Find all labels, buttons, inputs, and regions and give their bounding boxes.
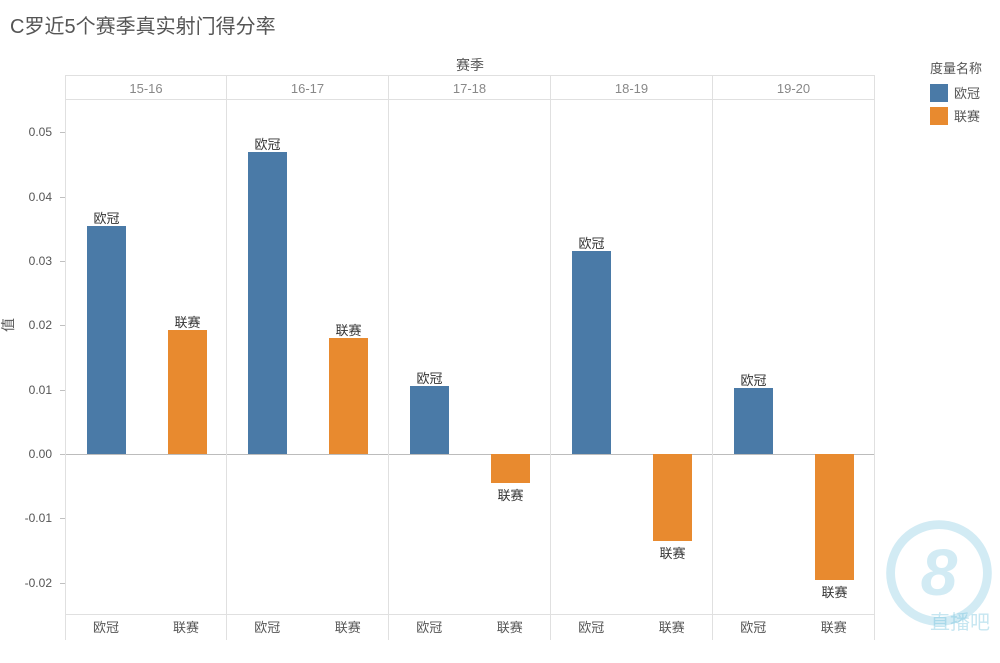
bar-label: 欧冠 xyxy=(724,370,784,389)
x-tick-label: 欧冠 xyxy=(713,615,794,640)
legend-swatch xyxy=(930,84,948,102)
bar xyxy=(815,454,854,580)
bar xyxy=(168,330,207,454)
bar xyxy=(572,251,611,454)
legend-swatch xyxy=(930,107,948,125)
legend-item: 联赛 xyxy=(930,106,982,125)
y-tick-label: 0.00 xyxy=(2,447,52,461)
y-axis: -0.02 -0.01 0.00 0.01 0.02 0.03 0.04 0.05 xyxy=(0,100,60,615)
zero-line xyxy=(227,454,388,455)
panel-body: 欧冠联赛 xyxy=(66,100,226,615)
facet-panel: 19-20欧冠联赛欧冠联赛 xyxy=(713,75,875,640)
panel-header: 19-20 xyxy=(713,75,874,100)
y-tick-label: 0.03 xyxy=(2,254,52,268)
panel-body: 欧冠联赛 xyxy=(389,100,550,615)
bar-label: 欧冠 xyxy=(238,134,298,153)
y-tick-label: 0.04 xyxy=(2,190,52,204)
bar xyxy=(410,386,449,454)
y-tick-mark xyxy=(60,390,65,391)
x-tick-label: 联赛 xyxy=(146,615,226,640)
y-tick-mark xyxy=(60,197,65,198)
panel-header: 16-17 xyxy=(227,75,388,100)
y-tick-mark xyxy=(60,583,65,584)
y-tick-label: 0.02 xyxy=(2,318,52,332)
zero-line xyxy=(66,454,226,455)
legend-title: 度量名称 xyxy=(930,58,982,77)
y-tick-mark xyxy=(60,132,65,133)
y-tick-label: 0.05 xyxy=(2,125,52,139)
panel-header: 15-16 xyxy=(66,75,226,100)
bar-label: 欧冠 xyxy=(400,368,460,387)
y-tick-mark xyxy=(60,261,65,262)
panel-footer: 欧冠联赛 xyxy=(551,615,712,640)
bar-label: 欧冠 xyxy=(562,233,622,252)
bar-label: 联赛 xyxy=(158,312,218,331)
bar-label: 联赛 xyxy=(805,582,865,601)
y-tick-mark xyxy=(60,518,65,519)
watermark-text: 直播吧 xyxy=(930,606,990,635)
bar xyxy=(734,388,773,454)
panel-footer: 欧冠联赛 xyxy=(227,615,388,640)
bar xyxy=(329,338,368,454)
x-tick-label: 联赛 xyxy=(308,615,389,640)
x-tick-label: 联赛 xyxy=(632,615,713,640)
panel-footer: 欧冠联赛 xyxy=(389,615,550,640)
plot-area: 15-16欧冠联赛欧冠联赛16-17欧冠联赛欧冠联赛17-18欧冠联赛欧冠联赛1… xyxy=(65,75,875,640)
y-tick-mark xyxy=(60,454,65,455)
bar-label: 联赛 xyxy=(319,320,379,339)
x-tick-label: 欧冠 xyxy=(551,615,632,640)
panel-body: 欧冠联赛 xyxy=(551,100,712,615)
panel-body: 欧冠联赛 xyxy=(227,100,388,615)
y-tick-label: 0.01 xyxy=(2,383,52,397)
x-tick-label: 欧冠 xyxy=(66,615,146,640)
chart-title: C罗近5个赛季真实射门得分率 xyxy=(10,10,276,39)
y-tick-label: -0.02 xyxy=(2,576,52,590)
facet-panel: 16-17欧冠联赛欧冠联赛 xyxy=(227,75,389,640)
panel-header: 18-19 xyxy=(551,75,712,100)
y-tick-label: -0.01 xyxy=(2,511,52,525)
bar-label: 联赛 xyxy=(481,485,541,504)
x-tick-label: 联赛 xyxy=(794,615,875,640)
legend-item: 欧冠 xyxy=(930,83,982,102)
bar-label: 欧冠 xyxy=(77,208,137,227)
panel-footer: 欧冠联赛 xyxy=(66,615,226,640)
svg-text:8: 8 xyxy=(921,535,958,609)
bar xyxy=(491,454,530,483)
panel-footer: 欧冠联赛 xyxy=(713,615,874,640)
bar-label: 联赛 xyxy=(643,543,703,562)
facet-axis-label: 赛季 xyxy=(65,55,875,75)
bar xyxy=(87,226,126,455)
panel-header: 17-18 xyxy=(389,75,550,100)
bar xyxy=(653,454,692,541)
legend: 度量名称 欧冠联赛 xyxy=(930,58,982,129)
legend-label: 联赛 xyxy=(954,106,980,125)
x-tick-label: 欧冠 xyxy=(227,615,308,640)
legend-label: 欧冠 xyxy=(954,83,980,102)
facet-panel: 17-18欧冠联赛欧冠联赛 xyxy=(389,75,551,640)
x-tick-label: 欧冠 xyxy=(389,615,470,640)
facet-panel: 15-16欧冠联赛欧冠联赛 xyxy=(65,75,227,640)
x-tick-label: 联赛 xyxy=(470,615,551,640)
facet-panel: 18-19欧冠联赛欧冠联赛 xyxy=(551,75,713,640)
panel-body: 欧冠联赛 xyxy=(713,100,874,615)
y-tick-mark xyxy=(60,325,65,326)
watermark-logo: 8 xyxy=(884,518,994,628)
bar xyxy=(248,152,287,455)
